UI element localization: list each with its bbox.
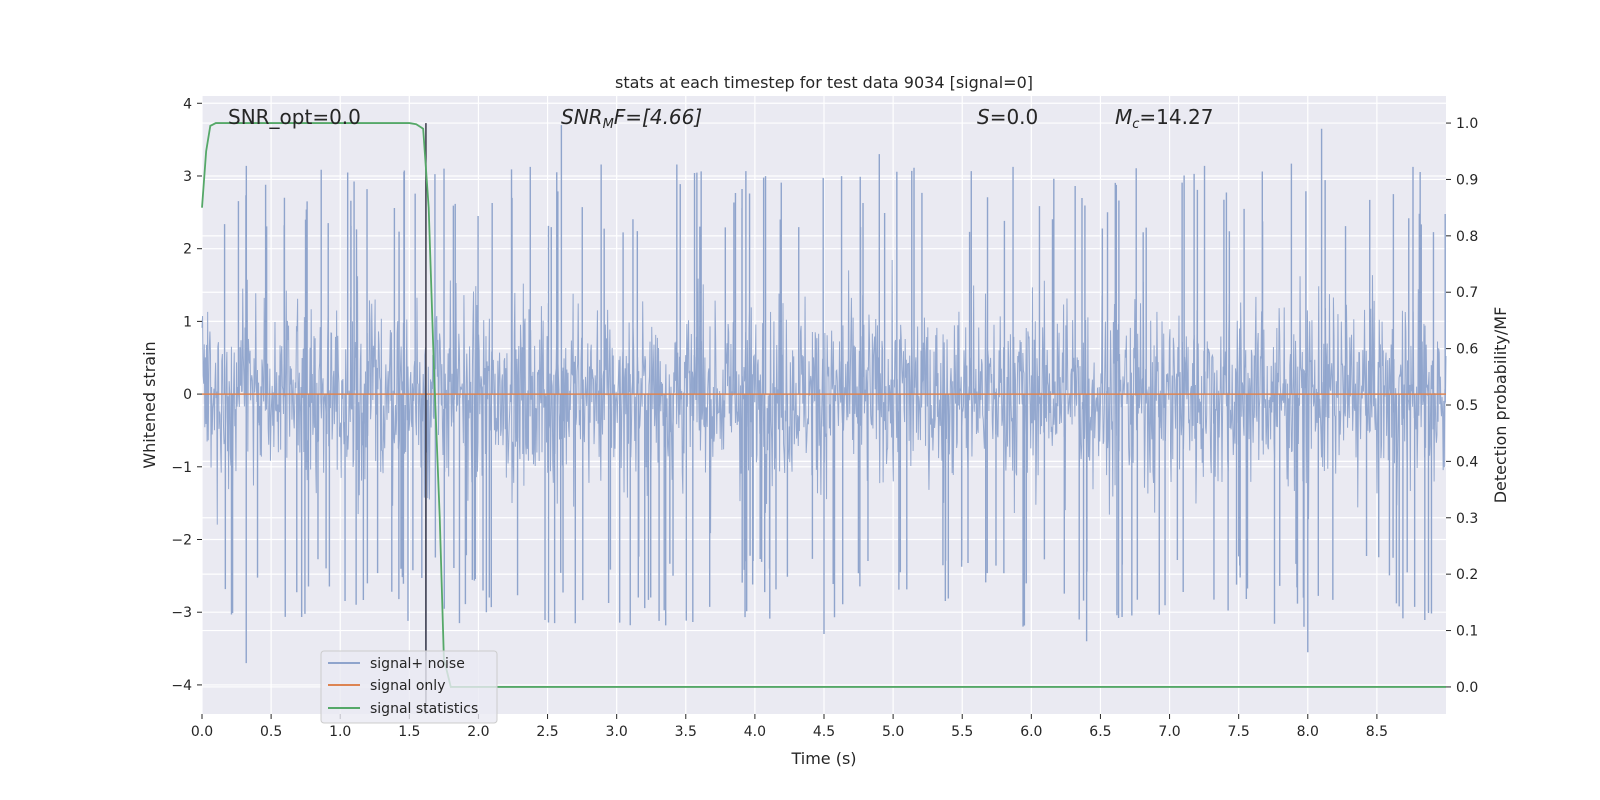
- y-axis-label: Whitened strain: [140, 341, 159, 468]
- x-tick-label: 2.5: [536, 724, 558, 740]
- x-tick-label: 0.5: [260, 724, 282, 740]
- series-signal-noise-peaks: [223, 125, 1446, 664]
- y-tick-label: −3: [171, 605, 192, 621]
- x-tick-label: 7.5: [1228, 724, 1250, 740]
- x-tick-label: 8.5: [1366, 724, 1388, 740]
- annotation-snr-mf-base: SNR: [561, 105, 603, 129]
- y2-tick-label: 0.9: [1456, 172, 1478, 188]
- y2-axis-label: Detection probability/MF: [1491, 307, 1510, 504]
- x-tick-label: 1.0: [329, 724, 351, 740]
- y2-tick-label: 0.5: [1456, 398, 1478, 414]
- y2-tick-label: 0.4: [1456, 454, 1478, 470]
- x-tick-label: 5.5: [951, 724, 973, 740]
- y2-tick-label: 0.0: [1456, 680, 1478, 696]
- ticks: 0.0 0.5 1.0 1.5 2.0 2.5 3.0 3.5 4.0 4.5 5.0 5.5 6.0 6…: [171, 96, 1478, 740]
- annotation-snr-opt: SNR_opt=0.0: [228, 105, 361, 129]
- legend-label-signal-noise: signal+ noise: [370, 656, 465, 672]
- y-tick-label: −1: [171, 460, 192, 476]
- annotation-mc-base: M: [1115, 105, 1132, 129]
- legend-label-signal-statistics: signal statistics: [370, 701, 478, 717]
- annotation-s: S=0.0: [977, 105, 1038, 129]
- x-tick-label: 2.0: [467, 724, 489, 740]
- x-axis-label: Time (s): [790, 749, 856, 768]
- annotation-snr-mf-sub: M: [603, 117, 614, 132]
- x-tick-label: 5.0: [882, 724, 904, 740]
- y2-tick-label: 0.3: [1456, 511, 1478, 527]
- x-tick-label: 8.0: [1297, 724, 1319, 740]
- y2-tick-label: 1.0: [1456, 116, 1478, 132]
- annotation-mc: Mc=14.27: [1115, 105, 1213, 132]
- y-tick-label: 4: [183, 96, 192, 112]
- legend: signal+ noise signal only signal statist…: [320, 650, 498, 724]
- annotation-s-base: S: [977, 105, 990, 129]
- x-tick-label: 0.0: [191, 724, 213, 740]
- annotation-mc-sub: c: [1132, 117, 1139, 132]
- chart-title: stats at each timestep for test data 903…: [615, 73, 1033, 92]
- legend-label-signal-only: signal only: [370, 678, 445, 694]
- y-tick-label: 1: [183, 314, 192, 330]
- annotation-mc-rest: =14.27: [1139, 105, 1213, 129]
- x-tick-label: 6.5: [1089, 724, 1111, 740]
- annotation-snr-mf: SNRMF=[4.66]: [561, 105, 702, 132]
- legend-box: [320, 650, 498, 724]
- y-tick-label: 2: [183, 242, 192, 258]
- annotation-s-rest: =0.0: [990, 105, 1039, 129]
- x-tick-label: 4.5: [813, 724, 835, 740]
- x-tick-label: 7.0: [1158, 724, 1180, 740]
- x-tick-label: 4.0: [744, 724, 766, 740]
- x-tick-label: 6.0: [1020, 724, 1042, 740]
- y2-tick-label: 0.7: [1456, 285, 1478, 301]
- y2-tick-label: 0.2: [1456, 567, 1478, 583]
- y-tick-label: 3: [183, 169, 192, 185]
- y2-tick-label: 0.6: [1456, 342, 1478, 358]
- y-tick-label: 0: [183, 387, 192, 403]
- y-tick-label: −2: [171, 533, 192, 549]
- x-tick-label: 3.0: [606, 724, 628, 740]
- y-tick-label: −4: [171, 678, 192, 694]
- y2-tick-label: 0.8: [1456, 229, 1478, 245]
- x-tick-label: 3.5: [675, 724, 697, 740]
- y2-tick-label: 0.1: [1456, 624, 1478, 640]
- annotation-snr-mf-rest: F=[4.66]: [614, 105, 702, 129]
- x-tick-label: 1.5: [398, 724, 420, 740]
